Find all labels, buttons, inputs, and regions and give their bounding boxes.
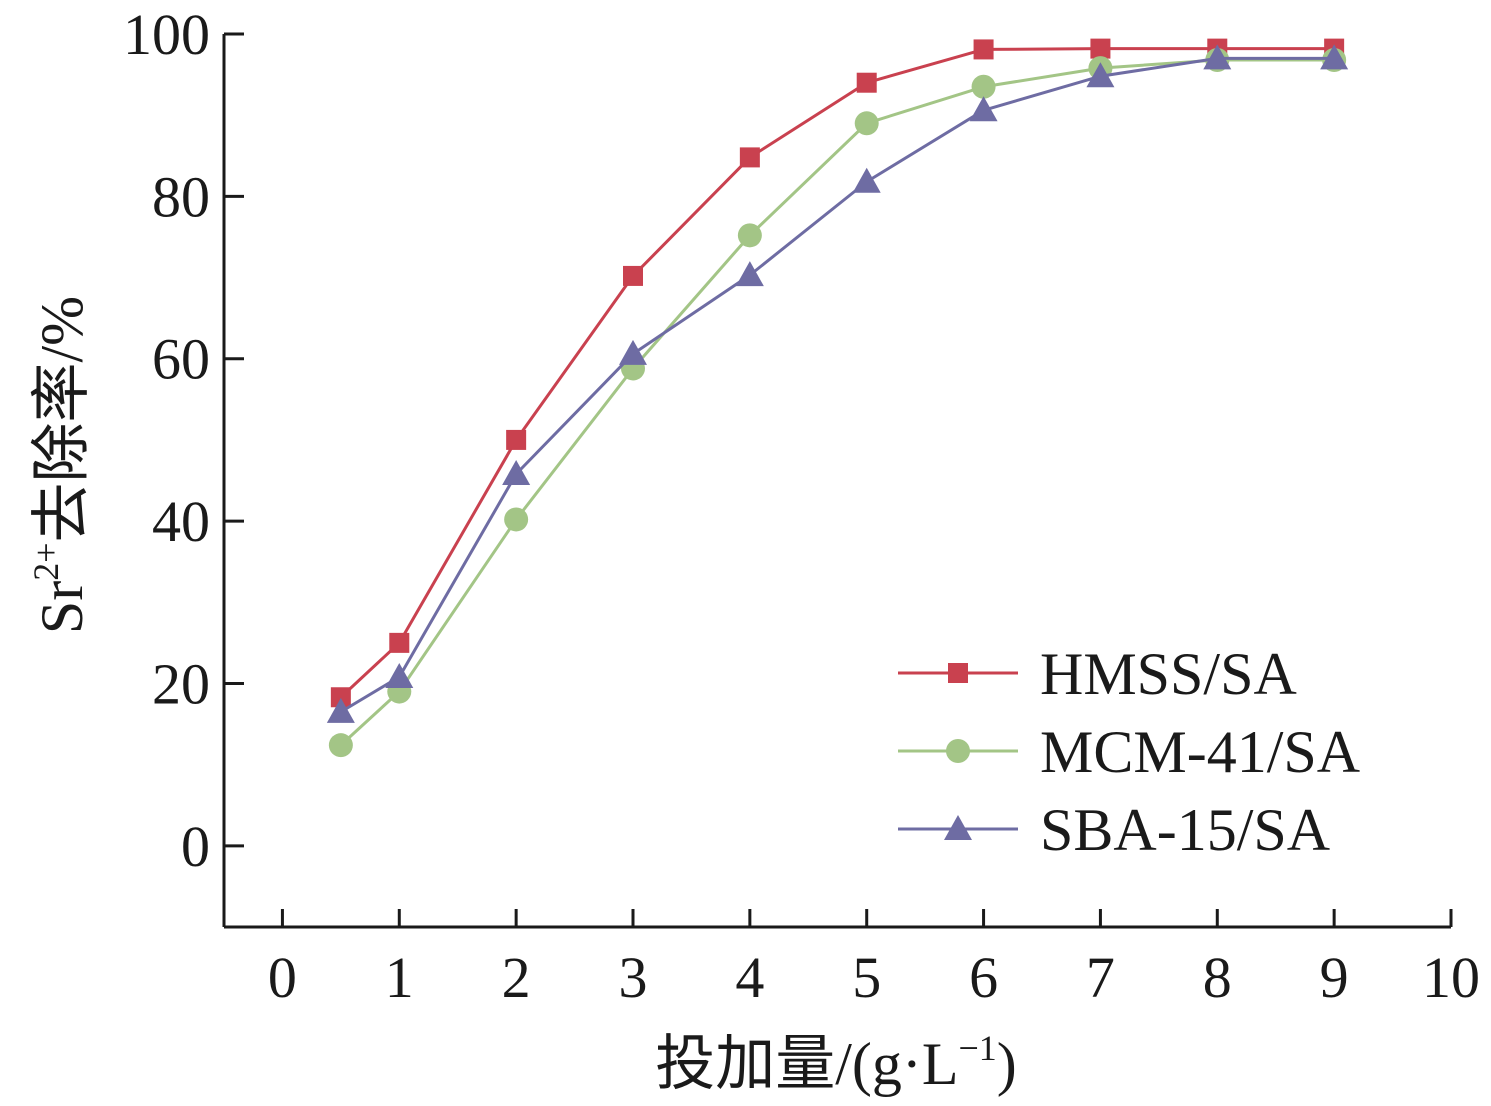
x-axis-title: 投加量/(g·L−1) [655,1028,1017,1097]
data-point [856,72,877,93]
data-point [328,733,353,758]
x-tick-label: 7 [1086,945,1115,1010]
legend-item: MCM-41/SA [898,719,1360,785]
series-layer [326,38,1349,758]
data-point [737,223,762,248]
y-tick-label: 60 [152,327,210,392]
data-point [385,662,414,688]
series-SBA-15/SA [326,44,1349,723]
y-tick-label: 0 [181,814,210,879]
data-point [735,261,764,287]
data-point [852,167,881,193]
y-tick-label: 20 [152,651,210,716]
data-point [326,697,355,723]
series-HMSS/SA [330,38,1345,708]
data-point [973,39,994,60]
axes [222,34,1451,929]
x-tick-label: 0 [268,945,297,1010]
x-tick-label: 6 [969,945,998,1010]
data-point [971,74,996,99]
legend-marker [946,739,970,763]
data-point [854,111,879,136]
series-line [339,47,1335,699]
x-tick-label: 4 [735,945,764,1010]
data-point [623,265,643,286]
x-tick-label: 1 [385,945,414,1010]
data-point [330,687,351,708]
x-tick-label: 10 [1422,945,1480,1010]
data-point [739,147,760,168]
data-point [1320,44,1349,70]
x-tick-label: 2 [502,945,531,1010]
legend-item: HMSS/SA [898,641,1297,707]
y-tick-label: 100 [123,2,210,67]
x-tick-label: 9 [1320,945,1349,1010]
y-tick-label: 40 [152,489,210,554]
data-point [506,429,527,450]
x-tick-label: 5 [852,945,881,1010]
x-axis-title-main: 投加量/(g·L [655,1031,958,1097]
legend-marker [948,663,968,683]
y-axis-title-superscript: 2+ [26,542,66,580]
y-tick-label: 80 [152,164,210,229]
y-axis-title-tail: 去除率/% [29,296,95,543]
data-point [504,507,529,532]
data-point [389,632,410,653]
data-point [1203,44,1232,70]
legend-item: SBA-15/SA [898,797,1330,863]
x-axis-title-tail: ) [997,1031,1017,1097]
legend-label: SBA-15/SA [1040,797,1330,863]
y-axis-title: Sr2+去除率/% [26,296,95,634]
legend-label: HMSS/SA [1040,641,1297,707]
legend-label: MCM-41/SA [1040,719,1360,785]
data-point [969,96,998,122]
legend: HMSS/SA MCM-41/SA SBA-15/SA [898,641,1360,863]
x-tick-label: 3 [619,945,648,1010]
y-ticks: 0 20 40 60 80 100 [123,2,244,879]
series-line [339,58,1335,747]
data-point [502,460,531,486]
y-axis-title-base: Sr [29,581,95,634]
data-point [1086,62,1115,88]
x-ticks: 0 1 2 3 4 5 6 7 8 9 10 [268,909,1480,1010]
x-axis-title-superscript: −1 [958,1028,996,1068]
series-line [340,56,1335,714]
x-tick-label: 8 [1203,945,1232,1010]
data-point [1090,38,1111,59]
legend-marker [944,815,972,840]
data-point [619,339,647,365]
